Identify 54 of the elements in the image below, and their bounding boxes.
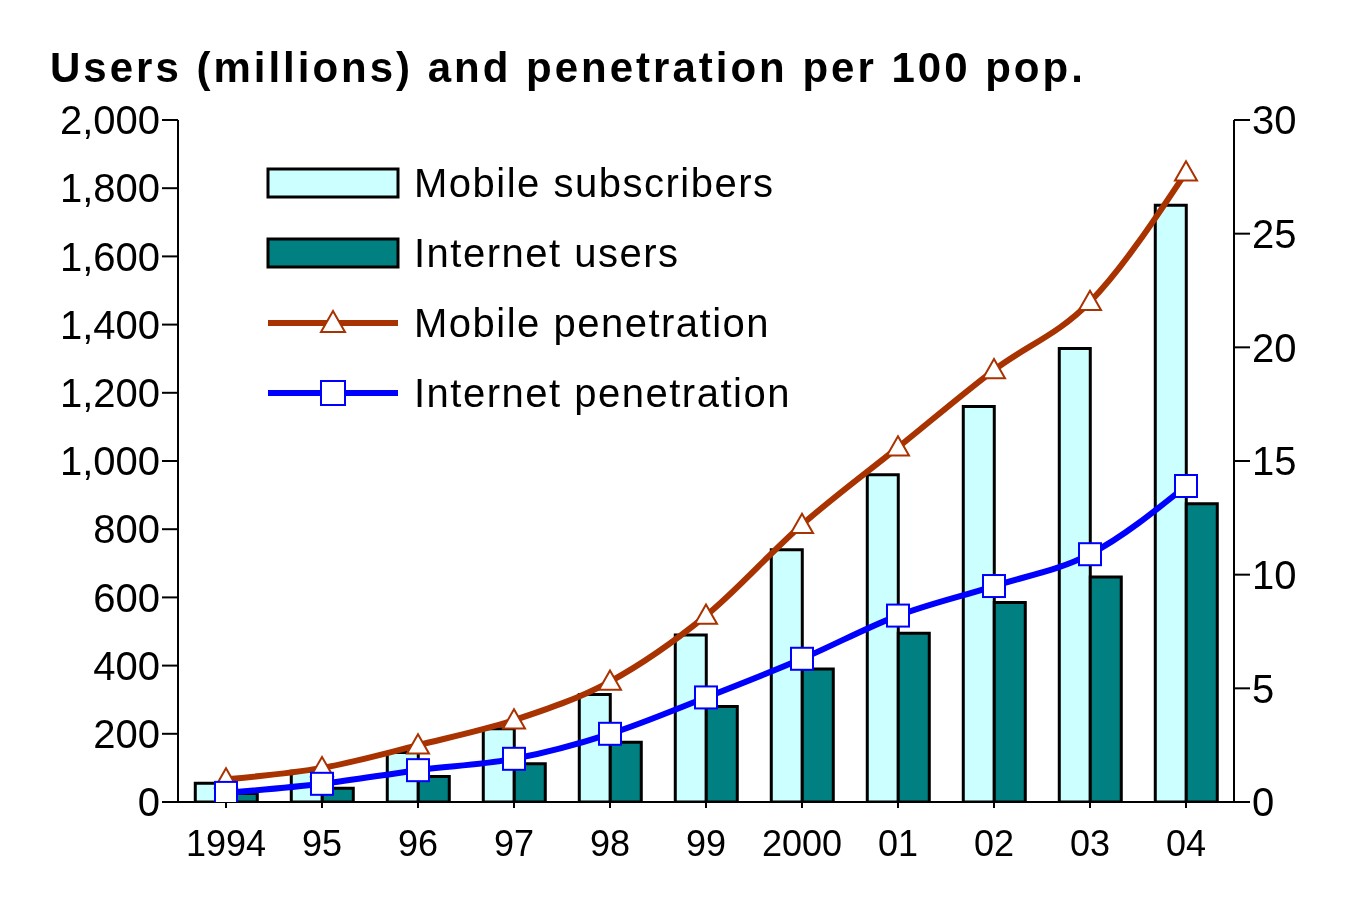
y-tick-label: 200 xyxy=(93,712,160,756)
point xyxy=(310,771,334,796)
point xyxy=(694,685,718,710)
x-tick-label: 96 xyxy=(397,822,439,864)
x-tick-label: 2000 xyxy=(761,822,843,864)
y2-tick-label: 20 xyxy=(1252,325,1297,370)
point xyxy=(886,603,910,628)
y-tick-label: 600 xyxy=(93,575,160,620)
x-tick-label: 03 xyxy=(1069,822,1111,864)
legend-label: Internet users xyxy=(414,230,680,276)
point xyxy=(502,708,526,730)
point xyxy=(982,358,1006,380)
point xyxy=(694,603,718,625)
legend-label: Mobile penetration xyxy=(414,300,771,346)
point xyxy=(790,646,814,671)
x-tick-label: 01 xyxy=(877,822,919,864)
point xyxy=(598,721,622,746)
y-tick-label: 1,000 xyxy=(59,439,160,484)
point xyxy=(406,733,430,755)
x-tick-label: 98 xyxy=(589,822,631,864)
point xyxy=(1174,160,1198,182)
point xyxy=(1078,289,1102,312)
x-tick-label: 04 xyxy=(1165,822,1207,864)
y-tick-label: 800 xyxy=(93,507,160,552)
legend-label: Internet penetration xyxy=(414,370,791,416)
point xyxy=(982,574,1006,599)
y2-tick-label: 25 xyxy=(1252,211,1297,256)
x-tick-label: 99 xyxy=(685,822,727,864)
x-tick-label: 95 xyxy=(301,822,343,864)
point xyxy=(1078,542,1102,567)
y-tick-label: 0 xyxy=(137,780,160,825)
point xyxy=(1174,474,1198,499)
point xyxy=(886,435,910,457)
x-tick-label: 97 xyxy=(493,822,535,864)
y2-tick-label: 15 xyxy=(1252,439,1297,484)
point xyxy=(214,780,238,802)
y-tick-label: 1,400 xyxy=(59,302,160,347)
y2-tick-label: 0 xyxy=(1252,780,1275,825)
point xyxy=(502,746,526,771)
y2-tick-label: 10 xyxy=(1252,552,1297,597)
y-tick-label: 1,600 xyxy=(59,234,160,279)
legend-label: Mobile subscribers xyxy=(414,160,775,206)
point xyxy=(598,669,622,691)
y2-tick-label: 30 xyxy=(1252,98,1297,143)
x-tick-label: 02 xyxy=(973,822,1015,864)
y-tick-label: 400 xyxy=(93,643,160,688)
y-tick-label: 1,200 xyxy=(59,371,160,415)
y-tick-label: 2,000 xyxy=(59,98,160,143)
chart-title: Users (millions) and penetration per 100 pop. xyxy=(50,44,1086,92)
x-tick-label: 1994 xyxy=(185,822,267,864)
point xyxy=(790,512,814,534)
y-tick-label: 1,800 xyxy=(59,166,160,211)
point xyxy=(406,758,430,783)
y2-tick-label: 5 xyxy=(1252,666,1275,711)
